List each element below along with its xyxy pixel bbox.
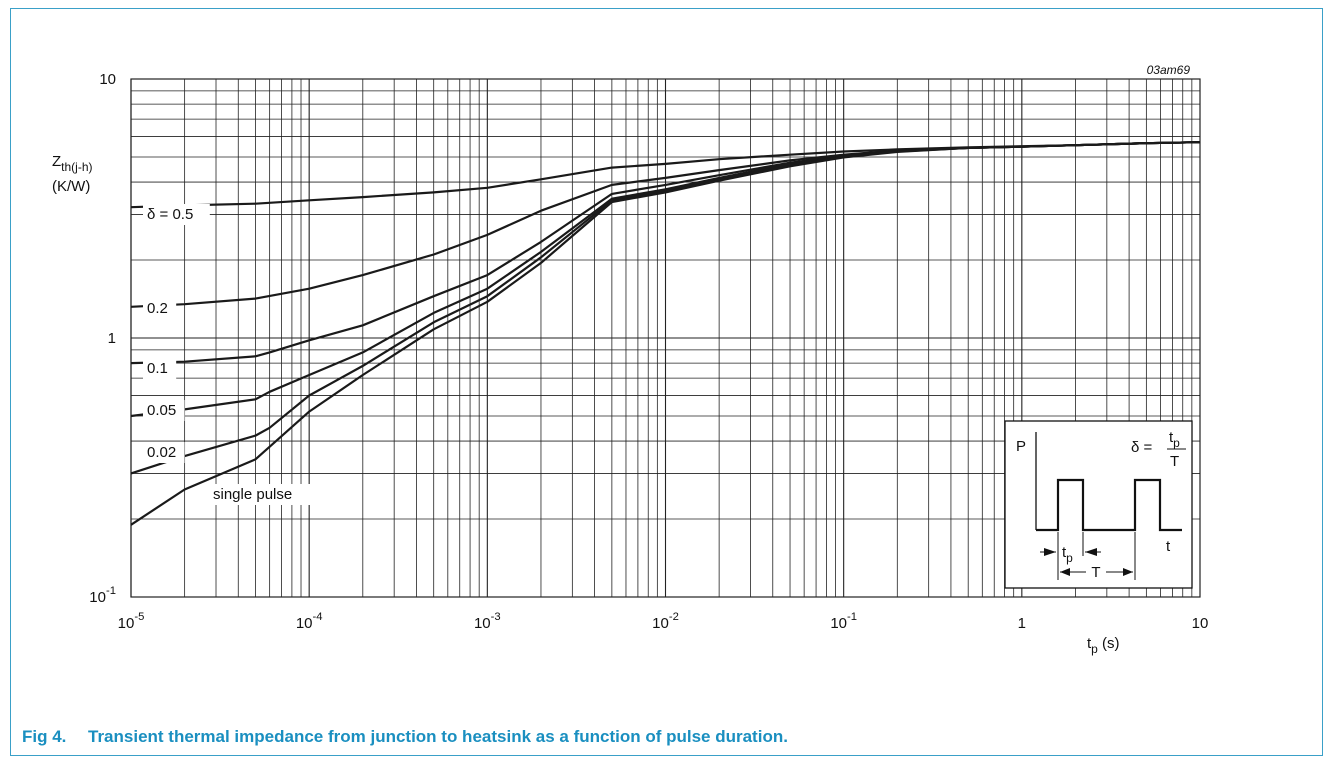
y-axis-unit: (K/W): [52, 178, 90, 195]
series-label-bg: [209, 484, 318, 505]
series-label-bg: [143, 204, 210, 225]
x-tick-label: 1: [1018, 615, 1026, 632]
label-layer: 10-5 10-4 10-3 10-2 10-1 1 10 10-1 1 10 03am69 Zth(…: [52, 63, 1208, 656]
y-tick-label: 10: [99, 71, 116, 88]
series-label: single pulse: [213, 486, 292, 503]
inset-formula-numerator: tp: [1169, 429, 1180, 450]
series-label: 0.02: [147, 444, 176, 461]
x-axis-label: tp (s): [1087, 635, 1120, 656]
series-label: 0.1: [147, 360, 168, 377]
series-label: 0.2: [147, 300, 168, 317]
inset-p-label: P: [1016, 438, 1026, 455]
x-tick-label: 10-3: [474, 611, 501, 632]
series-line: [130, 141, 1201, 526]
figure-number: Fig 4.: [22, 727, 67, 746]
series-layer: [130, 141, 1201, 526]
y-tick-label: 1: [108, 330, 116, 347]
figure-code: 03am69: [1147, 63, 1191, 77]
figure-caption: Fig 4. Transient thermal impedance from j…: [22, 727, 788, 747]
pulse-inset: Pt tp Tδ = tp T: [1004, 420, 1193, 589]
inset-arrow: [1123, 568, 1133, 576]
inset-t-label: t: [1166, 538, 1171, 555]
grid-layer: [130, 78, 1201, 598]
inset-pulse-train: [1036, 478, 1182, 532]
x-tick-label: 10-1: [830, 611, 857, 632]
series-label: δ = 0.5: [147, 206, 193, 223]
inset-formula-denominator: T: [1170, 453, 1179, 470]
series-label-bg: [143, 358, 177, 379]
x-tick-label: 10-2: [652, 611, 679, 632]
inset-box: [1004, 420, 1193, 589]
y-tick-label: 10-1: [89, 585, 116, 606]
plot-border: [130, 78, 1201, 598]
y-axis-label: Zth(j-h): [52, 153, 93, 174]
series-label-bg: [143, 400, 185, 421]
series-label: 0.05: [147, 402, 176, 419]
inset-formula-lhs: δ =: [1131, 439, 1153, 456]
series-label-bg: [143, 442, 185, 463]
series-label-bg: [143, 298, 177, 319]
inset-tp-label: tp: [1062, 544, 1073, 565]
x-tick-label: 10-4: [296, 611, 323, 632]
inset-period-label: T: [1091, 564, 1100, 581]
inset-arrow: [1060, 568, 1070, 576]
figure-frame: [10, 8, 1323, 756]
figure-caption-text: Transient thermal impedance from junctio…: [88, 727, 788, 746]
x-tick-label: 10-5: [118, 611, 145, 632]
x-tick-label: 10: [1192, 615, 1209, 632]
